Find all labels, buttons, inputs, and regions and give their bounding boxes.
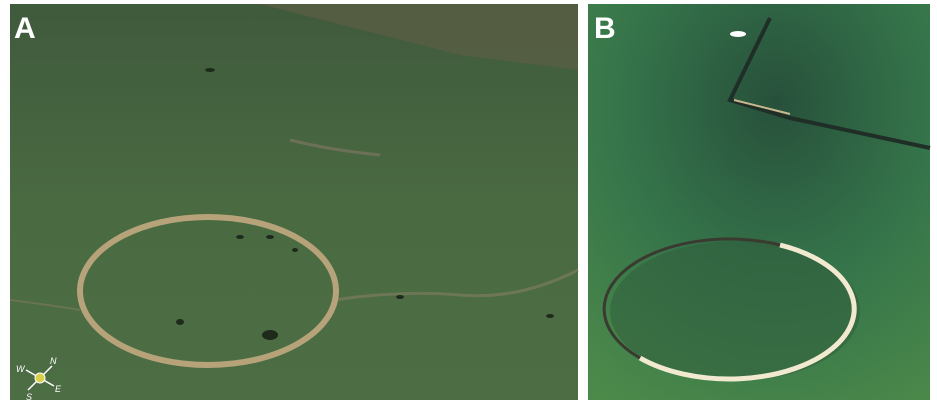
figure: A N E S W B <box>0 0 937 404</box>
compass-letter: N <box>50 356 57 366</box>
aerial-photo <box>10 4 578 400</box>
panel-b: B <box>588 4 930 400</box>
page: A N E S W B (() => { const data = JSON.p… <box>0 0 937 404</box>
panel-label: B <box>594 12 616 45</box>
compass-center <box>35 373 45 383</box>
compass-letter: S <box>26 392 32 402</box>
panel-label: A <box>14 12 36 45</box>
object <box>730 31 746 37</box>
panel-a: A N E S W <box>10 4 578 402</box>
compass-letter: E <box>55 384 62 394</box>
